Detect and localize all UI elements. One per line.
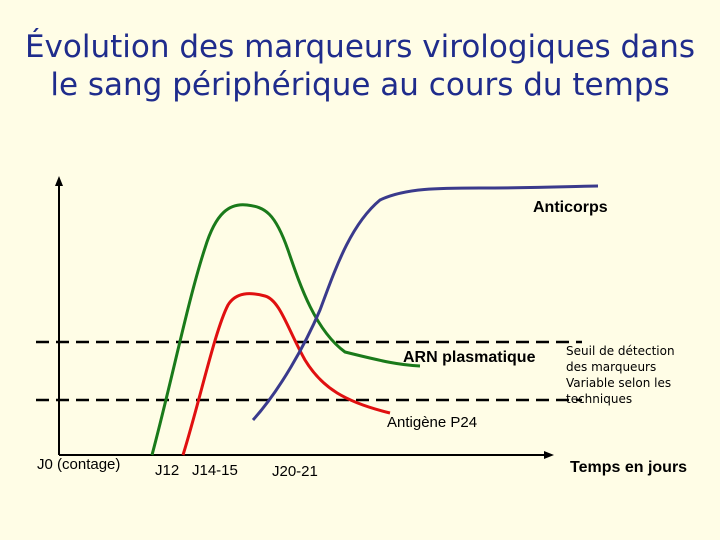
anticorps-curve <box>251 184 599 422</box>
arn-label: ARN plasmatique <box>403 349 536 366</box>
antigene-curve <box>181 292 391 456</box>
tick-j12: J12 <box>155 462 180 479</box>
x-axis-label: Temps en jours <box>570 459 688 476</box>
title-line-2: le sang périphérique au cours du temps <box>50 67 670 103</box>
diagram-title: Évolution des marqueurs virologiques dan… <box>0 28 720 104</box>
antigene-label: Antigène P24 <box>387 414 478 431</box>
threshold-text-2: des marqueurs <box>566 360 657 374</box>
tick-j0: J0 (contage) <box>37 456 121 473</box>
threshold-text-4: techniques <box>566 392 633 406</box>
y-axis-arrow <box>55 176 63 186</box>
tick-j20: J20-21 <box>272 463 318 480</box>
threshold-text-3: Variable selon les <box>566 376 672 390</box>
threshold-annotation: Seuil de détection des marqueurs Variabl… <box>566 343 675 407</box>
anticorps-label: Anticorps <box>533 199 608 216</box>
title-line-1: Évolution des marqueurs virologiques dan… <box>24 29 696 65</box>
arn-curve <box>150 203 421 456</box>
threshold-text-1: Seuil de détection <box>566 344 675 358</box>
tick-j14: J14-15 <box>192 462 238 479</box>
x-axis-arrow <box>544 451 554 459</box>
